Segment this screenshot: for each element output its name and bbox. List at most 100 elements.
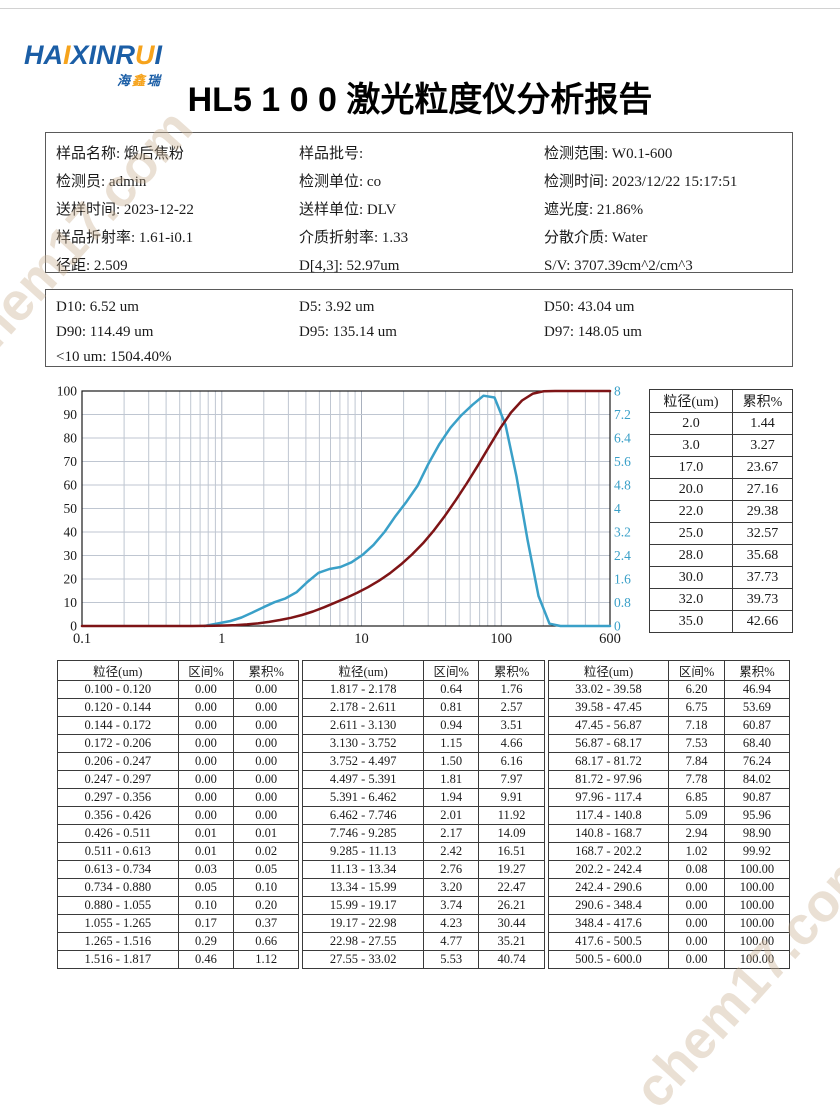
svg-text:90: 90: [64, 407, 78, 422]
bin-table-cell: 76.24: [723, 752, 790, 771]
bin-table-cell: 168.7 - 202.2: [547, 842, 670, 861]
bin-table-cell: 4.497 - 5.391: [302, 770, 424, 789]
svg-text:600: 600: [599, 631, 621, 647]
side-table-cell: 39.73: [731, 588, 794, 611]
logo-letter: I: [63, 40, 71, 70]
bin-table-cell: 19.27: [478, 860, 545, 879]
info-item: 介质折射率: 1.33: [299, 230, 409, 246]
bin-table-cell: 15.99 - 19.17: [302, 896, 424, 915]
bin-table-cell: 7.53: [668, 734, 725, 753]
side-table-cell: 22.0: [649, 500, 733, 523]
bin-table-cell: 1.15: [422, 734, 480, 753]
side-table-cell: 20.0: [649, 478, 733, 501]
bin-table-row: 27.55 - 33.02 5.53 40.74: [302, 950, 545, 969]
bin-table-cell: 0.64: [422, 680, 480, 699]
bin-table-cell: 6.16: [478, 752, 545, 771]
bin-table-cell: 0.00: [233, 788, 300, 807]
bin-table-cell: 14.09: [478, 824, 545, 843]
bin-table-cell: 30.44: [478, 914, 545, 933]
bin-table-row: 0.172 - 0.206 0.00 0.00: [57, 734, 300, 753]
svg-text:20: 20: [64, 572, 78, 587]
d-value-item: D5: 3.92 um: [299, 299, 375, 315]
bin-table-cell: 2.17: [422, 824, 480, 843]
info-item: 径距: 2.509: [56, 258, 128, 274]
bin-table-cell: 100.00: [723, 950, 790, 969]
d-value-item: D50: 43.04 um: [544, 299, 635, 315]
logo-letter: H: [24, 40, 44, 70]
bin-table-row: 33.02 - 39.58 6.20 46.94: [547, 680, 790, 699]
bin-table-cell: 99.92: [723, 842, 790, 861]
bin-table-row: 0.613 - 0.734 0.03 0.05: [57, 860, 300, 879]
side-table-row: 28.0 35.68: [649, 544, 794, 567]
bin-table-row: 117.4 - 140.8 5.09 95.96: [547, 806, 790, 825]
side-table-header: 粒径(um): [649, 389, 733, 413]
bin-table-cell: 1.81: [422, 770, 480, 789]
info-item: 样品折射率: 1.61-i0.1: [56, 230, 194, 246]
sample-info-box: 样品名称: 煅后焦粉 检测员: admin 送样时间: 2023-12-22 样品折射…: [45, 132, 793, 274]
svg-text:100: 100: [57, 386, 78, 399]
logo-chinese-name: 海鑫瑞: [24, 70, 162, 89]
info-item: 检测员: admin: [56, 174, 147, 190]
info-item: 检测范围: W0.1-600: [544, 146, 673, 162]
bin-table-cell: 98.90: [723, 824, 790, 843]
info-item: D[4,3]: 52.97um: [299, 258, 400, 274]
bin-table-cell: 7.18: [668, 716, 725, 735]
bin-table-row: 7.746 - 9.285 2.17 14.09: [302, 824, 545, 843]
bin-table-cell: 0.17: [177, 914, 235, 933]
bin-table-cell: 2.76: [422, 860, 480, 879]
bin-table-cell: 1.02: [668, 842, 725, 861]
bin-table-cell: 26.21: [478, 896, 545, 915]
bin-table-cell: 100.00: [723, 896, 790, 915]
bin-table-cell: 0.94: [422, 716, 480, 735]
bin-table-cell: 9.285 - 11.13: [302, 842, 424, 861]
bin-table-cell: 0.00: [177, 716, 235, 735]
bin-table-cell: 40.74: [478, 950, 545, 969]
bin-table-cell: 0.356 - 0.426: [57, 806, 179, 825]
bin-table-cell: 0.66: [233, 932, 300, 951]
svg-text:3.2: 3.2: [614, 525, 631, 540]
bin-table-cell: 242.4 - 290.6: [547, 878, 670, 897]
haixinrui-logo: HAIXINRUI 海鑫瑞: [24, 42, 162, 89]
bin-table-row: 13.34 - 15.99 3.20 22.47: [302, 878, 545, 897]
side-table-cell: 23.67: [731, 456, 794, 479]
bin-table-row: 202.2 - 242.4 0.08 100.00: [547, 860, 790, 879]
bin-table-cell: 0.172 - 0.206: [57, 734, 179, 753]
bin-table-cell: 9.91: [478, 788, 545, 807]
side-table-cell: 42.66: [731, 610, 794, 633]
logo-wordmark: HAIXINRUI: [24, 42, 162, 69]
svg-text:0: 0: [70, 619, 77, 634]
bin-table: 粒径(um) 区间% 累积% 0.100 - 0.120 0.00 0.00 0.120 -…: [57, 660, 300, 969]
bin-table-cell: 53.69: [723, 698, 790, 717]
info-item: 遮光度: 21.86%: [544, 202, 644, 218]
cumulative-summary-table: 粒径(um) 累积% 2.0 1.44 3.0 3.27 17.0 23.67 20.0 27.1…: [649, 389, 794, 633]
bin-table-cell: 19.17 - 22.98: [302, 914, 424, 933]
bin-table-cell: 5.391 - 6.462: [302, 788, 424, 807]
d-value-item: D97: 148.05 um: [544, 324, 642, 340]
side-table-cell: 32.0: [649, 588, 733, 611]
bin-table-cell: 0.00: [233, 806, 300, 825]
side-table-cell: 35.0: [649, 610, 733, 633]
bin-table-cell: 2.01: [422, 806, 480, 825]
bin-table-cell: 0.29: [177, 932, 235, 951]
bin-table-cell: 0.01: [177, 842, 235, 861]
bin-table-row: 9.285 - 11.13 2.42 16.51: [302, 842, 545, 861]
bin-table-cell: 81.72 - 97.96: [547, 770, 670, 789]
bin-table-cell: 22.98 - 27.55: [302, 932, 424, 951]
bin-table-header-row: 粒径(um) 区间% 累积%: [57, 660, 300, 681]
bin-table-row: 97.96 - 117.4 6.85 90.87: [547, 788, 790, 807]
bin-table-row: 0.880 - 1.055 0.10 0.20: [57, 896, 300, 915]
size-distribution-tables: 粒径(um) 区间% 累积% 0.100 - 0.120 0.00 0.00 0.120 -…: [57, 660, 790, 969]
bin-table-cell: 0.00: [233, 716, 300, 735]
bin-table-cell: 7.78: [668, 770, 725, 789]
bin-table-cell: 290.6 - 348.4: [547, 896, 670, 915]
side-table-cell: 27.16: [731, 478, 794, 501]
logo-letter: 鑫: [132, 73, 148, 88]
svg-text:100: 100: [490, 631, 512, 647]
svg-text:5.6: 5.6: [614, 454, 631, 469]
bin-table-cell: 68.17 - 81.72: [547, 752, 670, 771]
bin-table-cell: 0.03: [177, 860, 235, 879]
bin-table-cell: 2.57: [478, 698, 545, 717]
logo-letter: U: [135, 40, 155, 70]
bin-table-cell: 0.00: [233, 680, 300, 699]
bin-table-cell: 1.76: [478, 680, 545, 699]
